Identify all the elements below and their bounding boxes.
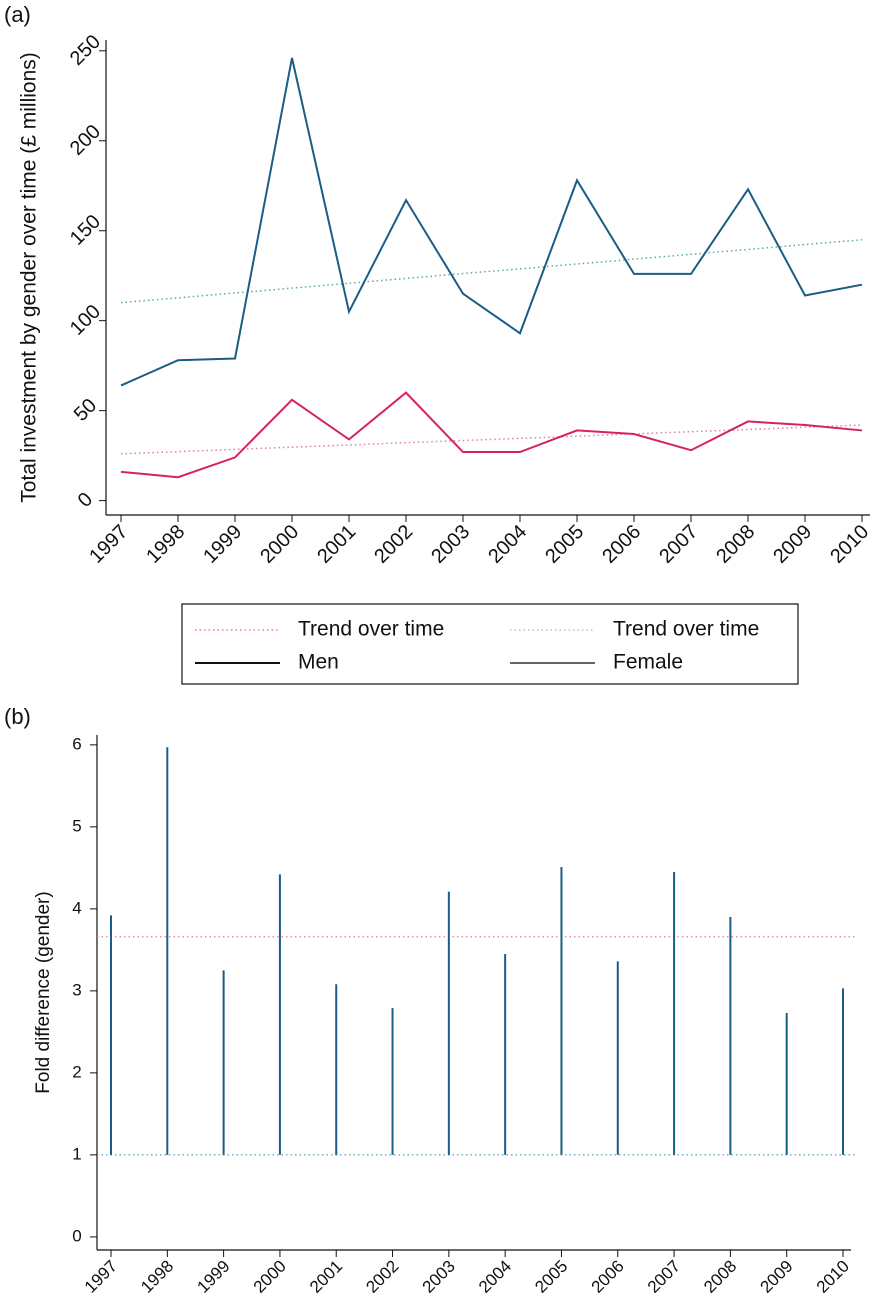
y-tick-label: 1 xyxy=(72,1144,81,1163)
x-tick-label: 2004 xyxy=(475,1257,515,1297)
y-axis-title: Total investment by gender over time (£ … xyxy=(18,52,41,503)
panel-label: (b) xyxy=(4,704,31,729)
x-tick-label: 2009 xyxy=(769,521,816,568)
x-tick-label: 2010 xyxy=(813,1257,853,1297)
x-tick-label: 2001 xyxy=(313,521,360,568)
y-tick-label: 0 xyxy=(74,488,97,511)
panel-label: (a) xyxy=(4,2,31,27)
x-tick-label: 2007 xyxy=(655,521,702,568)
y-tick-label: 6 xyxy=(72,734,81,753)
series-line xyxy=(120,238,863,304)
x-tick-label: 2002 xyxy=(362,1257,402,1297)
x-tick-label: 2001 xyxy=(306,1257,346,1297)
legend-label: Men xyxy=(298,651,339,674)
x-tick-label: 2006 xyxy=(588,1257,628,1297)
y-tick-label: 0 xyxy=(72,1226,81,1245)
x-tick-label: 2009 xyxy=(757,1257,797,1297)
y-tick-label: 2 xyxy=(72,1062,81,1081)
y-tick-label: 150 xyxy=(66,211,105,250)
x-tick-label: 2008 xyxy=(712,521,759,568)
x-tick-label: 1998 xyxy=(137,1257,177,1297)
legend-box xyxy=(181,603,799,685)
y-axis-title: Fold difference (gender) xyxy=(33,891,54,1093)
y-tick-label: 50 xyxy=(70,394,101,425)
legend-label: Trend over time xyxy=(613,618,759,641)
x-tick-label: 2000 xyxy=(250,1257,290,1297)
x-tick-label: 1998 xyxy=(142,521,189,568)
x-tick-label: 2000 xyxy=(256,521,303,568)
x-tick-label: 1997 xyxy=(85,521,132,568)
x-tick-label: 2006 xyxy=(598,521,645,568)
series-line xyxy=(120,424,863,455)
x-tick-label: 2005 xyxy=(541,521,588,568)
y-tick-label: 100 xyxy=(66,301,105,340)
x-tick-label: 2002 xyxy=(370,521,417,568)
y-tick-label: 3 xyxy=(72,980,81,999)
series-line xyxy=(120,57,863,387)
x-tick-label: 2007 xyxy=(644,1257,684,1297)
x-tick-label: 1999 xyxy=(193,1257,233,1297)
x-tick-label: 2010 xyxy=(826,521,873,568)
x-tick-label: 2003 xyxy=(419,1257,459,1297)
x-tick-label: 1999 xyxy=(199,521,246,568)
legend-label: Trend over time xyxy=(298,618,444,641)
y-tick-label: 5 xyxy=(72,816,81,835)
x-tick-label: 2004 xyxy=(484,521,531,568)
x-tick-label: 2005 xyxy=(531,1257,571,1297)
legend-label: Female xyxy=(613,651,683,674)
series-line xyxy=(120,391,863,479)
y-tick-label: 250 xyxy=(66,31,105,70)
y-tick-label: 200 xyxy=(66,121,105,160)
x-tick-label: 2008 xyxy=(700,1257,740,1297)
x-tick-label: 2003 xyxy=(427,521,474,568)
x-tick-label: 1997 xyxy=(81,1257,121,1297)
y-tick-label: 4 xyxy=(72,898,81,917)
